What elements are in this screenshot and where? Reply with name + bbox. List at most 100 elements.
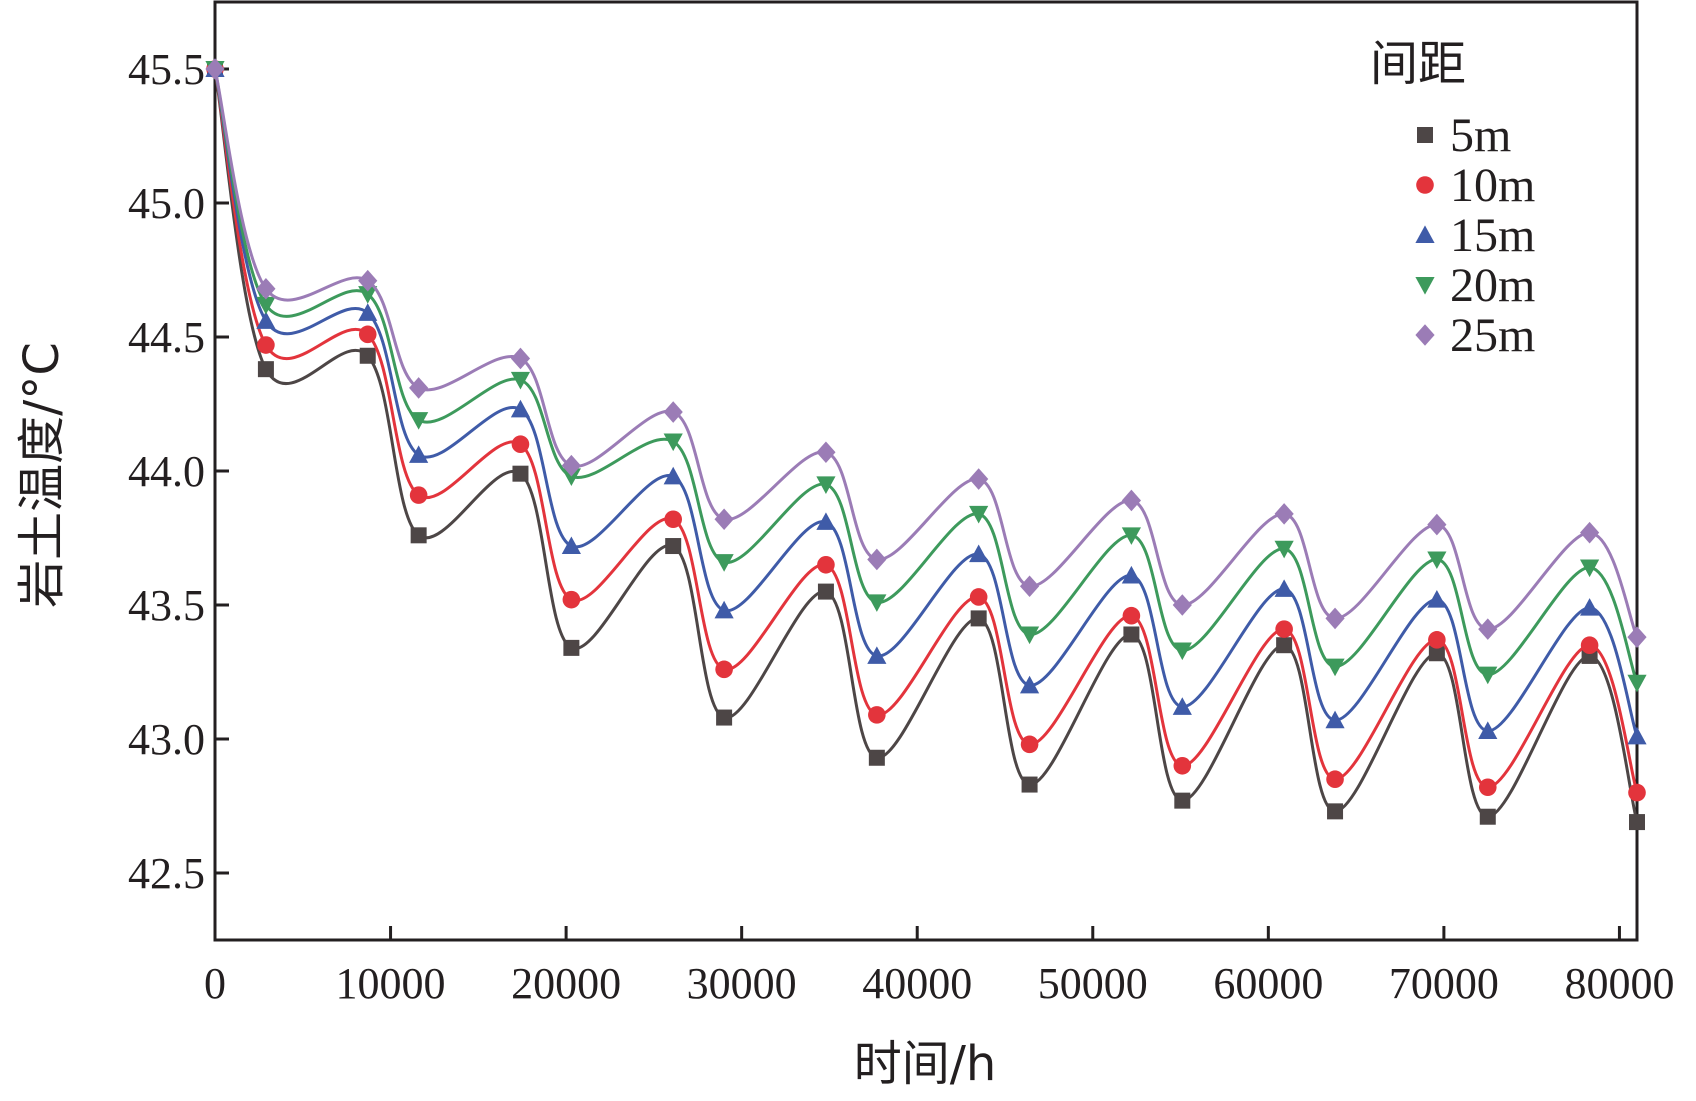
- legend-marker: [1415, 324, 1435, 346]
- data-point: [256, 277, 276, 300]
- data-point: [1276, 637, 1293, 654]
- data-point: [409, 486, 428, 504]
- data-point: [561, 454, 581, 477]
- legend-marker: [1416, 176, 1434, 194]
- data-point: [409, 445, 429, 463]
- data-point: [1627, 674, 1647, 693]
- series-line: [213, 68, 1639, 737]
- data-point: [816, 476, 836, 494]
- data-point: [257, 361, 274, 378]
- y-tick-label: 43.5: [128, 581, 205, 630]
- data-point: [868, 706, 886, 724]
- data-point: [510, 371, 531, 390]
- data-point: [1580, 598, 1600, 616]
- data-point: [716, 709, 733, 726]
- data-point: [663, 401, 683, 423]
- data-point: [969, 588, 988, 606]
- data-point: [1629, 814, 1645, 831]
- data-point: [1172, 594, 1192, 616]
- series-20m: [205, 61, 1647, 693]
- data-point: [1478, 721, 1498, 739]
- data-point: [969, 505, 989, 524]
- data-point: [358, 303, 378, 321]
- data-point: [867, 548, 887, 571]
- data-point: [358, 269, 378, 292]
- y-tick-label: 45.0: [128, 179, 205, 228]
- data-point: [409, 377, 429, 399]
- data-point: [1478, 778, 1497, 797]
- data-point: [1019, 626, 1040, 645]
- data-point: [1326, 770, 1344, 788]
- data-point: [714, 554, 734, 572]
- data-point: [256, 311, 276, 329]
- x-tick-label: 20000: [511, 959, 621, 1008]
- data-point: [1580, 559, 1600, 578]
- data-point: [1172, 642, 1192, 661]
- data-point: [561, 468, 581, 486]
- data-point: [561, 536, 581, 555]
- data-point: [511, 435, 530, 454]
- data-point: [1274, 540, 1294, 559]
- data-point: [817, 556, 835, 574]
- data-point: [664, 510, 682, 529]
- data-point: [1174, 792, 1191, 809]
- data-point: [256, 296, 276, 315]
- data-point: [1325, 607, 1345, 630]
- data-point: [969, 544, 989, 563]
- data-point: [1478, 618, 1498, 640]
- data-point: [1021, 776, 1038, 793]
- legend-marker: [1415, 225, 1435, 243]
- x-tick-label: 70000: [1389, 959, 1499, 1008]
- data-point: [1627, 626, 1647, 648]
- data-point: [1428, 645, 1445, 662]
- y-axis-title: 岩土温度/°C: [14, 342, 70, 608]
- y-axis: 42.5 43.0 43.5 44.0 44.5 45.0 45.5: [128, 45, 229, 898]
- data-point: [1428, 631, 1446, 649]
- legend-label: 15m: [1450, 209, 1535, 262]
- data-point: [1478, 666, 1498, 685]
- x-tick-label: 50000: [1038, 959, 1148, 1008]
- legend-title: 间距: [1370, 36, 1466, 92]
- data-point: [1121, 527, 1141, 545]
- data-point: [867, 646, 887, 664]
- legend-label: 5m: [1450, 109, 1511, 162]
- data-point: [1122, 606, 1141, 625]
- data-point: [563, 639, 580, 656]
- x-axis: 0 10000 20000 30000 40000 50000 60000 70000 8000…: [204, 926, 1674, 1008]
- data-point: [1580, 636, 1599, 654]
- series-25m: [205, 58, 1647, 648]
- data-point: [969, 468, 989, 490]
- data-point: [359, 347, 376, 364]
- legend-marker: [1415, 277, 1435, 295]
- series-5m: [207, 61, 1645, 831]
- x-tick-label: 40000: [862, 959, 972, 1008]
- data-point: [1628, 783, 1646, 802]
- data-point: [714, 600, 734, 619]
- data-point: [1627, 726, 1647, 745]
- data-point: [257, 336, 275, 354]
- data-point: [868, 749, 885, 766]
- data-point: [1123, 626, 1140, 643]
- data-point: [867, 594, 887, 612]
- data-point: [1173, 757, 1192, 775]
- y-tick-label: 42.5: [128, 849, 205, 898]
- data-point: [1019, 675, 1040, 694]
- data-point: [562, 590, 581, 609]
- data-point: [665, 538, 682, 555]
- data-point: [714, 508, 734, 531]
- y-tick-label: 44.5: [128, 313, 205, 362]
- x-tick-label: 10000: [336, 959, 446, 1008]
- data-point: [1479, 808, 1496, 825]
- y-tick-label: 44.0: [128, 447, 205, 496]
- series-layer: [205, 58, 1647, 831]
- data-point: [816, 512, 836, 530]
- data-point: [512, 465, 529, 482]
- data-point: [205, 58, 225, 80]
- data-point: [970, 610, 987, 627]
- data-point: [1274, 503, 1294, 525]
- data-point: [663, 433, 683, 452]
- data-point: [1172, 697, 1192, 715]
- y-tick-label: 43.0: [128, 715, 205, 764]
- legend-label: 25m: [1450, 309, 1535, 362]
- data-point: [410, 527, 427, 544]
